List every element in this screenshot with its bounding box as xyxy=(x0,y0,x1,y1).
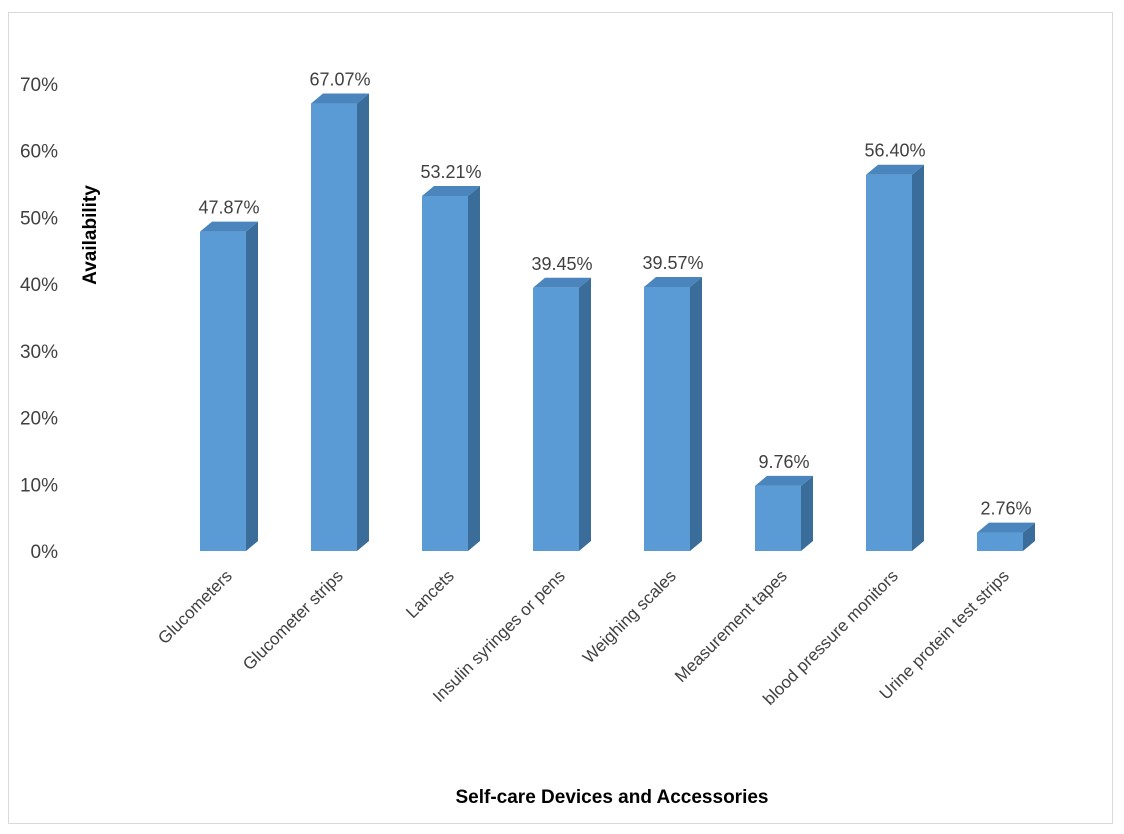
bar-front-face xyxy=(644,287,690,551)
bar-top-face xyxy=(977,522,1035,533)
data-label: 47.87% xyxy=(198,198,259,218)
bar xyxy=(533,277,591,551)
y-tick-label: 20% xyxy=(20,409,58,430)
y-tick-label: 70% xyxy=(20,75,58,96)
y-tick-label: 30% xyxy=(20,342,58,363)
bar-side-face xyxy=(1023,522,1035,551)
bar xyxy=(200,221,258,551)
bar-top-face xyxy=(422,186,480,197)
bar-front-face xyxy=(422,196,468,551)
bar-side-face xyxy=(357,93,369,551)
y-tick-label: 10% xyxy=(20,475,58,496)
bar-front-face xyxy=(755,485,801,551)
bar-top-face xyxy=(311,93,369,104)
y-axis-ticks: 0% 10% 20% 30% 40% 50% 60% 70% xyxy=(20,75,58,563)
bar-side-face xyxy=(579,277,591,551)
y-tick-label: 40% xyxy=(20,275,58,296)
bar-front-face xyxy=(311,103,357,551)
category-label: Urine protein test strips xyxy=(876,566,1013,703)
category-label: Measurement tapes xyxy=(671,566,791,686)
bar-side-face xyxy=(246,221,258,551)
bar-side-face xyxy=(801,475,813,551)
bar-top-face xyxy=(866,164,924,175)
data-label: 67.07% xyxy=(309,70,370,90)
bar-top-face xyxy=(200,221,258,232)
data-label: 39.57% xyxy=(642,253,703,273)
bar-front-face xyxy=(200,231,246,551)
bar xyxy=(755,475,813,551)
bar-front-face xyxy=(533,287,579,551)
bar xyxy=(977,522,1035,551)
x-axis-title: Self-care Devices and Accessories xyxy=(456,787,769,808)
category-label: Glucometer strips xyxy=(239,566,347,674)
bar xyxy=(644,277,702,551)
bar-side-face xyxy=(912,164,924,551)
bar-front-face xyxy=(977,532,1023,551)
bar-top-face xyxy=(533,277,591,288)
data-labels: 47.87% 67.07% 53.21% 39.45% 39.57% 9.76% 56.40… xyxy=(198,70,1031,519)
category-labels: Glucometers Glucometer strips LancetsInsul… xyxy=(154,566,1013,708)
bar-side-face xyxy=(468,186,480,551)
y-axis-title: Availability xyxy=(80,185,101,285)
y-tick-label: 50% xyxy=(20,208,58,229)
data-label: 2.76% xyxy=(980,499,1031,519)
bar xyxy=(866,164,924,551)
category-label: Lancets xyxy=(402,566,458,622)
data-label: 56.40% xyxy=(864,141,925,161)
data-label: 53.21% xyxy=(420,162,481,182)
bar-front-face xyxy=(866,174,912,551)
category-label: Weighing scales xyxy=(579,566,680,667)
bar-top-face xyxy=(755,475,813,486)
bar xyxy=(422,186,480,551)
bar xyxy=(311,93,369,551)
category-label: Glucometers xyxy=(154,566,236,648)
bar-top-face xyxy=(644,277,702,288)
bar-side-face xyxy=(690,277,702,551)
y-tick-label: 60% xyxy=(20,142,58,163)
y-tick-label: 0% xyxy=(31,542,59,563)
data-label: 9.76% xyxy=(758,452,809,472)
bars xyxy=(200,93,1035,551)
data-label: 39.45% xyxy=(531,254,592,274)
